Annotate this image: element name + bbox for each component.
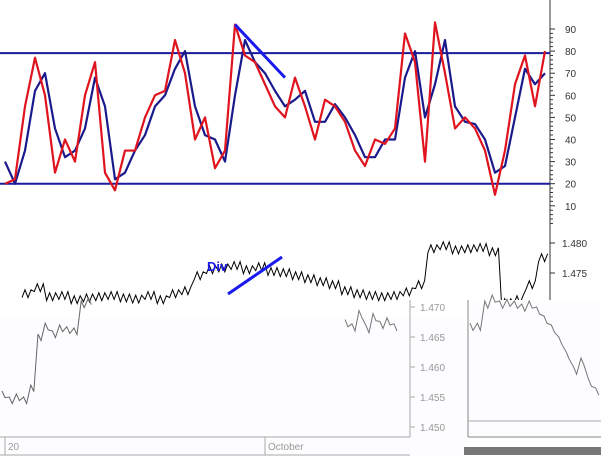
percent-k-line bbox=[4, 21, 547, 196]
y-tick-label: 20 bbox=[565, 180, 577, 191]
x-tick-label: 20 bbox=[8, 442, 20, 453]
y-tick-label: 30 bbox=[565, 158, 577, 169]
window-price-line bbox=[469, 293, 600, 396]
divergence-label: Div bbox=[207, 259, 228, 274]
y-tick-label: 1.455 bbox=[420, 393, 445, 404]
window-background bbox=[468, 300, 601, 439]
y-tick-label: 90 bbox=[565, 25, 577, 36]
y-tick-label: 1.460 bbox=[420, 363, 445, 374]
overlay-window-right bbox=[464, 293, 601, 455]
y-tick-label: 60 bbox=[565, 91, 577, 102]
overlay-window-left: 1.470 1.465 1.460 1.455 1.450 20 October bbox=[0, 296, 468, 457]
percent-d-line bbox=[3, 38, 546, 185]
y-tick-label: 80 bbox=[565, 47, 577, 58]
divergence-trendline-price bbox=[227, 255, 283, 296]
y-tick-label: 10 bbox=[565, 202, 577, 213]
y-tick-label: 40 bbox=[565, 136, 577, 147]
divergence-trendline-oscillator bbox=[233, 23, 287, 79]
y-tick-label: 1.450 bbox=[420, 423, 445, 434]
y-tick-label: 70 bbox=[565, 69, 577, 80]
window-price-line bbox=[1, 296, 92, 406]
window-price-line bbox=[344, 308, 398, 335]
y-tick-label: 1.465 bbox=[420, 333, 445, 344]
x-tick-label: October bbox=[268, 442, 304, 453]
y-tick-label: 50 bbox=[565, 113, 577, 124]
y-tick-label: 1.480 bbox=[562, 239, 587, 250]
y-tick-label: 1.470 bbox=[420, 303, 445, 314]
price-line bbox=[21, 240, 549, 308]
window-scrollbar bbox=[464, 447, 601, 455]
stochastic-panel: 90 80 70 60 50 40 30 20 10 bbox=[0, 0, 577, 228]
y-tick-label: 1.475 bbox=[562, 269, 587, 280]
window-background bbox=[0, 318, 468, 457]
